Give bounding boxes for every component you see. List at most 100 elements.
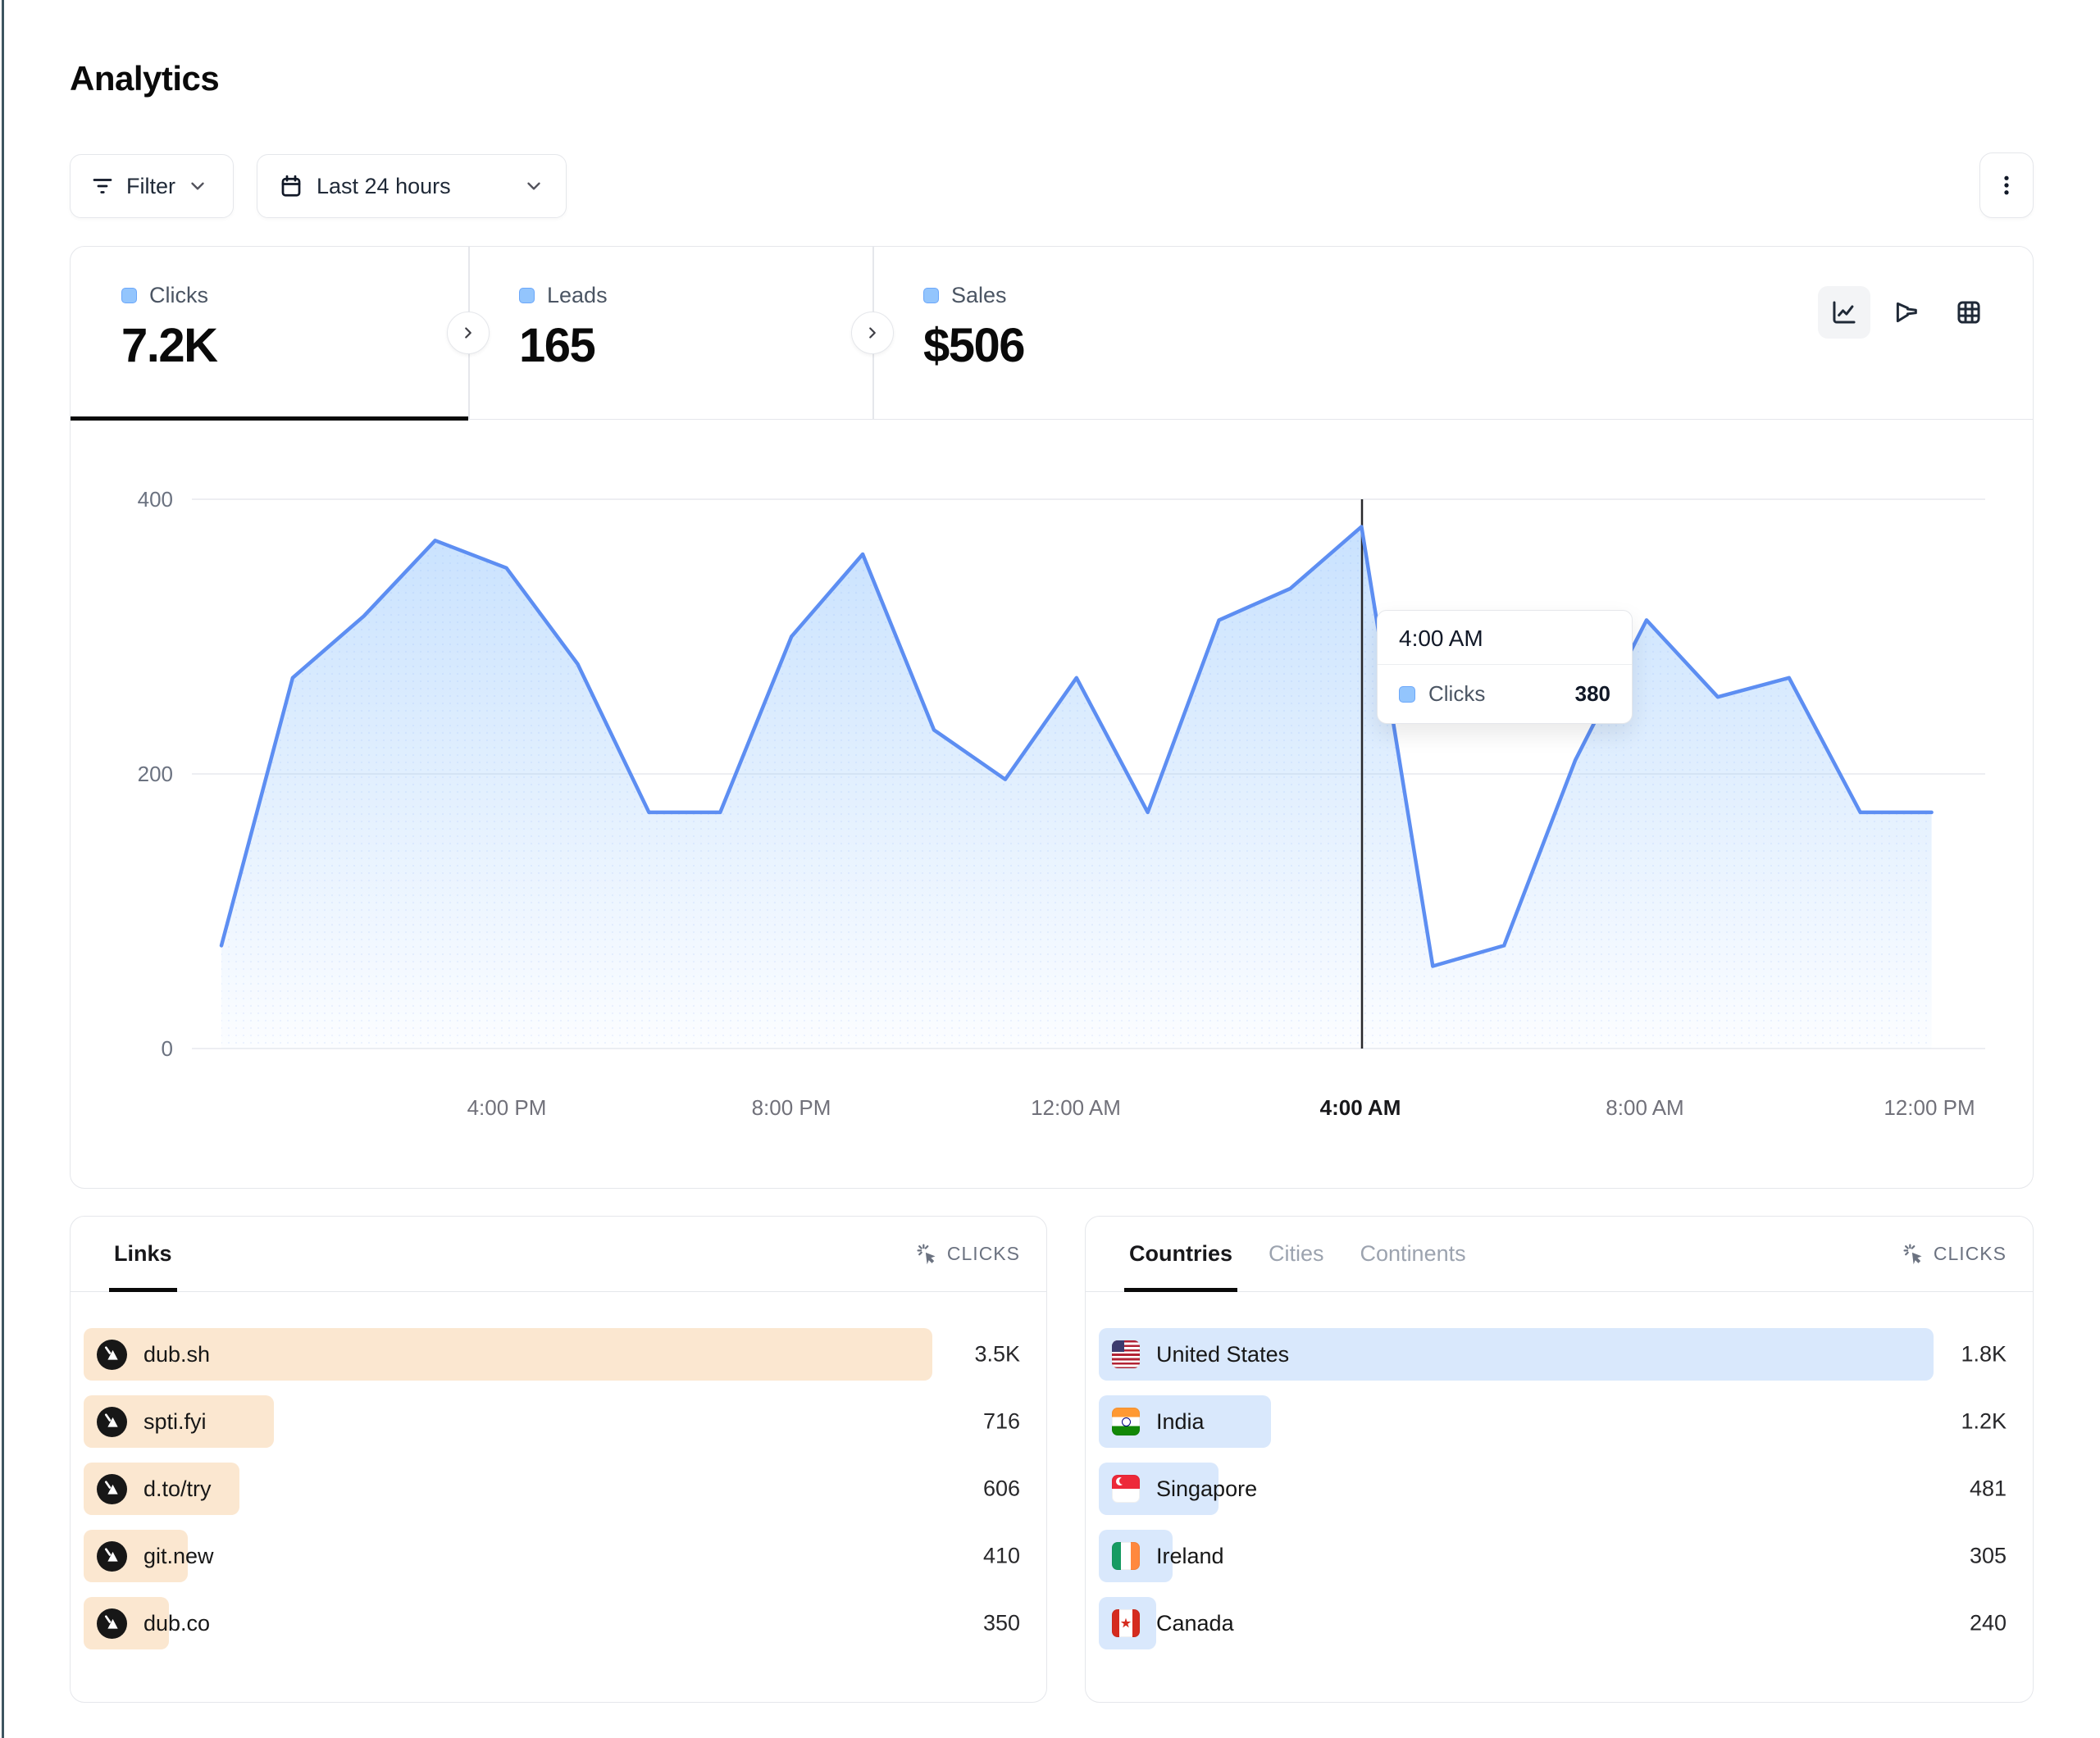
stat-label: Clicks xyxy=(149,283,208,307)
tooltip-series-label: Clicks xyxy=(1428,681,1486,706)
tab-label: Links xyxy=(114,1241,172,1266)
dub-logo-icon xyxy=(97,1608,127,1639)
stat-label: Leads xyxy=(547,283,608,307)
links-panel: Links CLICKS dub.sh 3.5K xyxy=(70,1216,1047,1703)
table-view-button[interactable] xyxy=(1943,286,1995,339)
country-list-item[interactable]: United States 1.8K xyxy=(1099,1328,2007,1381)
link-list-item[interactable]: dub.co 350 xyxy=(84,1597,1020,1649)
link-label: d.to/try xyxy=(143,1476,212,1501)
line-chart-view-button[interactable] xyxy=(1818,286,1870,339)
country-list-item[interactable]: Singapore 481 xyxy=(1099,1463,2007,1515)
chevron-down-icon xyxy=(187,175,208,197)
flag-ie-icon xyxy=(1112,1542,1140,1570)
country-label: United States xyxy=(1156,1341,1290,1367)
calendar-icon xyxy=(279,174,303,198)
flag-ca-icon xyxy=(1112,1609,1140,1637)
country-clicks-value: 305 xyxy=(1969,1543,2007,1568)
chart-view-switcher xyxy=(1818,286,1995,339)
filter-icon xyxy=(90,174,115,198)
page-title: Analytics xyxy=(70,59,220,98)
countries-list: United States 1.8K India 1.2K Singapore … xyxy=(1086,1292,2033,1649)
country-list-item[interactable]: India 1.2K xyxy=(1099,1395,2007,1448)
leads-value: 165 xyxy=(519,319,596,372)
tab-label: Cities xyxy=(1269,1241,1324,1266)
expand-sales-button[interactable] xyxy=(851,312,894,354)
link-label: dub.co xyxy=(143,1610,211,1636)
link-clicks-value: 3.5K xyxy=(974,1341,1020,1367)
countries-panel: Countries Cities Continents CLICKS Unite… xyxy=(1085,1216,2034,1703)
y-axis-tick: 0 xyxy=(162,1036,173,1061)
country-list-item[interactable]: Canada 240 xyxy=(1099,1597,2007,1649)
flag-us-icon xyxy=(1112,1340,1140,1368)
tooltip-value: 380 xyxy=(1574,681,1610,706)
tab-cities[interactable]: Cities xyxy=(1269,1217,1324,1291)
country-label: Singapore xyxy=(1156,1476,1258,1501)
metric-label: CLICKS xyxy=(1933,1243,2007,1264)
tab-links[interactable]: Links xyxy=(109,1217,177,1292)
clicks-bar xyxy=(1099,1328,1934,1381)
filter-button[interactable]: Filter xyxy=(70,154,234,218)
chevron-right-icon xyxy=(465,327,471,339)
tab-countries[interactable]: Countries xyxy=(1123,1217,1238,1292)
analytics-chart-card: Clicks 7.2K Leads 165 Sales $506 xyxy=(70,246,2034,1189)
tab-sales[interactable]: Sales $506 xyxy=(872,247,1277,419)
country-clicks-value: 240 xyxy=(1969,1610,2007,1636)
x-axis-tick: 4:00 AM xyxy=(1320,1095,1401,1120)
link-list-item[interactable]: spti.fyi 716 xyxy=(84,1395,1020,1448)
tab-leads[interactable]: Leads 165 xyxy=(468,247,872,419)
sales-swatch-icon xyxy=(923,288,939,303)
link-list-item[interactable]: dub.sh 3.5K xyxy=(84,1328,1020,1381)
country-list-item[interactable]: Ireland 305 xyxy=(1099,1530,2007,1582)
chart-line xyxy=(219,525,1934,968)
chart-area-texture xyxy=(221,526,1932,1049)
link-list-item[interactable]: d.to/try 606 xyxy=(84,1463,1020,1515)
line-chart-icon xyxy=(1833,301,1856,324)
link-clicks-value: 350 xyxy=(982,1610,1020,1636)
y-axis-tick: 200 xyxy=(138,762,173,786)
dub-logo-icon xyxy=(97,1540,127,1572)
kebab-menu-icon xyxy=(1994,173,2019,198)
metric-selector-clicks[interactable]: CLICKS xyxy=(1902,1243,2007,1266)
country-label: Canada xyxy=(1156,1610,1234,1636)
cursor-click-icon xyxy=(1902,1243,1925,1266)
chart-tooltip: 4:00 AM Clicks 380 xyxy=(1377,610,1633,724)
leads-swatch-icon xyxy=(519,288,535,303)
link-label: spti.fyi xyxy=(143,1408,207,1434)
chevron-down-icon xyxy=(523,175,544,197)
clicks-time-series-chart[interactable]: 400 200 0 4:00 PM 8:00 PM 12:00 AM 4:00 … xyxy=(71,420,2032,1189)
funnel-view-button[interactable] xyxy=(1880,286,1933,339)
country-label: Ireland xyxy=(1156,1543,1224,1568)
country-clicks-value: 481 xyxy=(1969,1476,2007,1501)
link-list-item[interactable]: git.new 410 xyxy=(84,1530,1020,1582)
x-axis-tick: 12:00 AM xyxy=(1031,1095,1121,1120)
country-clicks-value: 1.2K xyxy=(1961,1408,2007,1434)
sales-value: $506 xyxy=(923,319,1026,372)
more-options-button[interactable] xyxy=(1979,152,2034,218)
tab-clicks[interactable]: Clicks 7.2K xyxy=(71,247,468,421)
y-axis-tick: 400 xyxy=(138,487,173,512)
x-axis-tick: 12:00 PM xyxy=(1884,1095,1975,1120)
x-axis-tick: 8:00 PM xyxy=(752,1095,831,1120)
link-label: git.new xyxy=(143,1543,214,1568)
cursor-click-icon xyxy=(916,1243,939,1266)
links-list: dub.sh 3.5K spti.fyi 716 d.to/try 606 xyxy=(71,1292,1046,1649)
link-clicks-value: 606 xyxy=(982,1476,1020,1501)
funnel-icon xyxy=(1896,302,1917,323)
country-clicks-value: 1.8K xyxy=(1961,1341,2007,1367)
date-range-label: Last 24 hours xyxy=(317,173,451,198)
tooltip-time: 4:00 AM xyxy=(1378,611,1632,665)
flag-in-icon xyxy=(1112,1408,1140,1435)
metric-selector-clicks[interactable]: CLICKS xyxy=(916,1243,1020,1266)
clicks-value: 7.2K xyxy=(121,319,218,372)
metric-label: CLICKS xyxy=(946,1243,1020,1264)
tab-label: Countries xyxy=(1129,1241,1233,1266)
dub-logo-icon xyxy=(97,1473,127,1504)
tab-continents[interactable]: Continents xyxy=(1360,1217,1466,1291)
x-axis-tick: 4:00 PM xyxy=(467,1095,547,1120)
date-range-button[interactable]: Last 24 hours xyxy=(257,154,567,218)
grid-table-icon xyxy=(1957,301,1980,324)
stats-tabs-row: Clicks 7.2K Leads 165 Sales $506 xyxy=(71,247,2033,421)
expand-leads-button[interactable] xyxy=(447,312,490,354)
stat-label: Sales xyxy=(951,283,1007,307)
